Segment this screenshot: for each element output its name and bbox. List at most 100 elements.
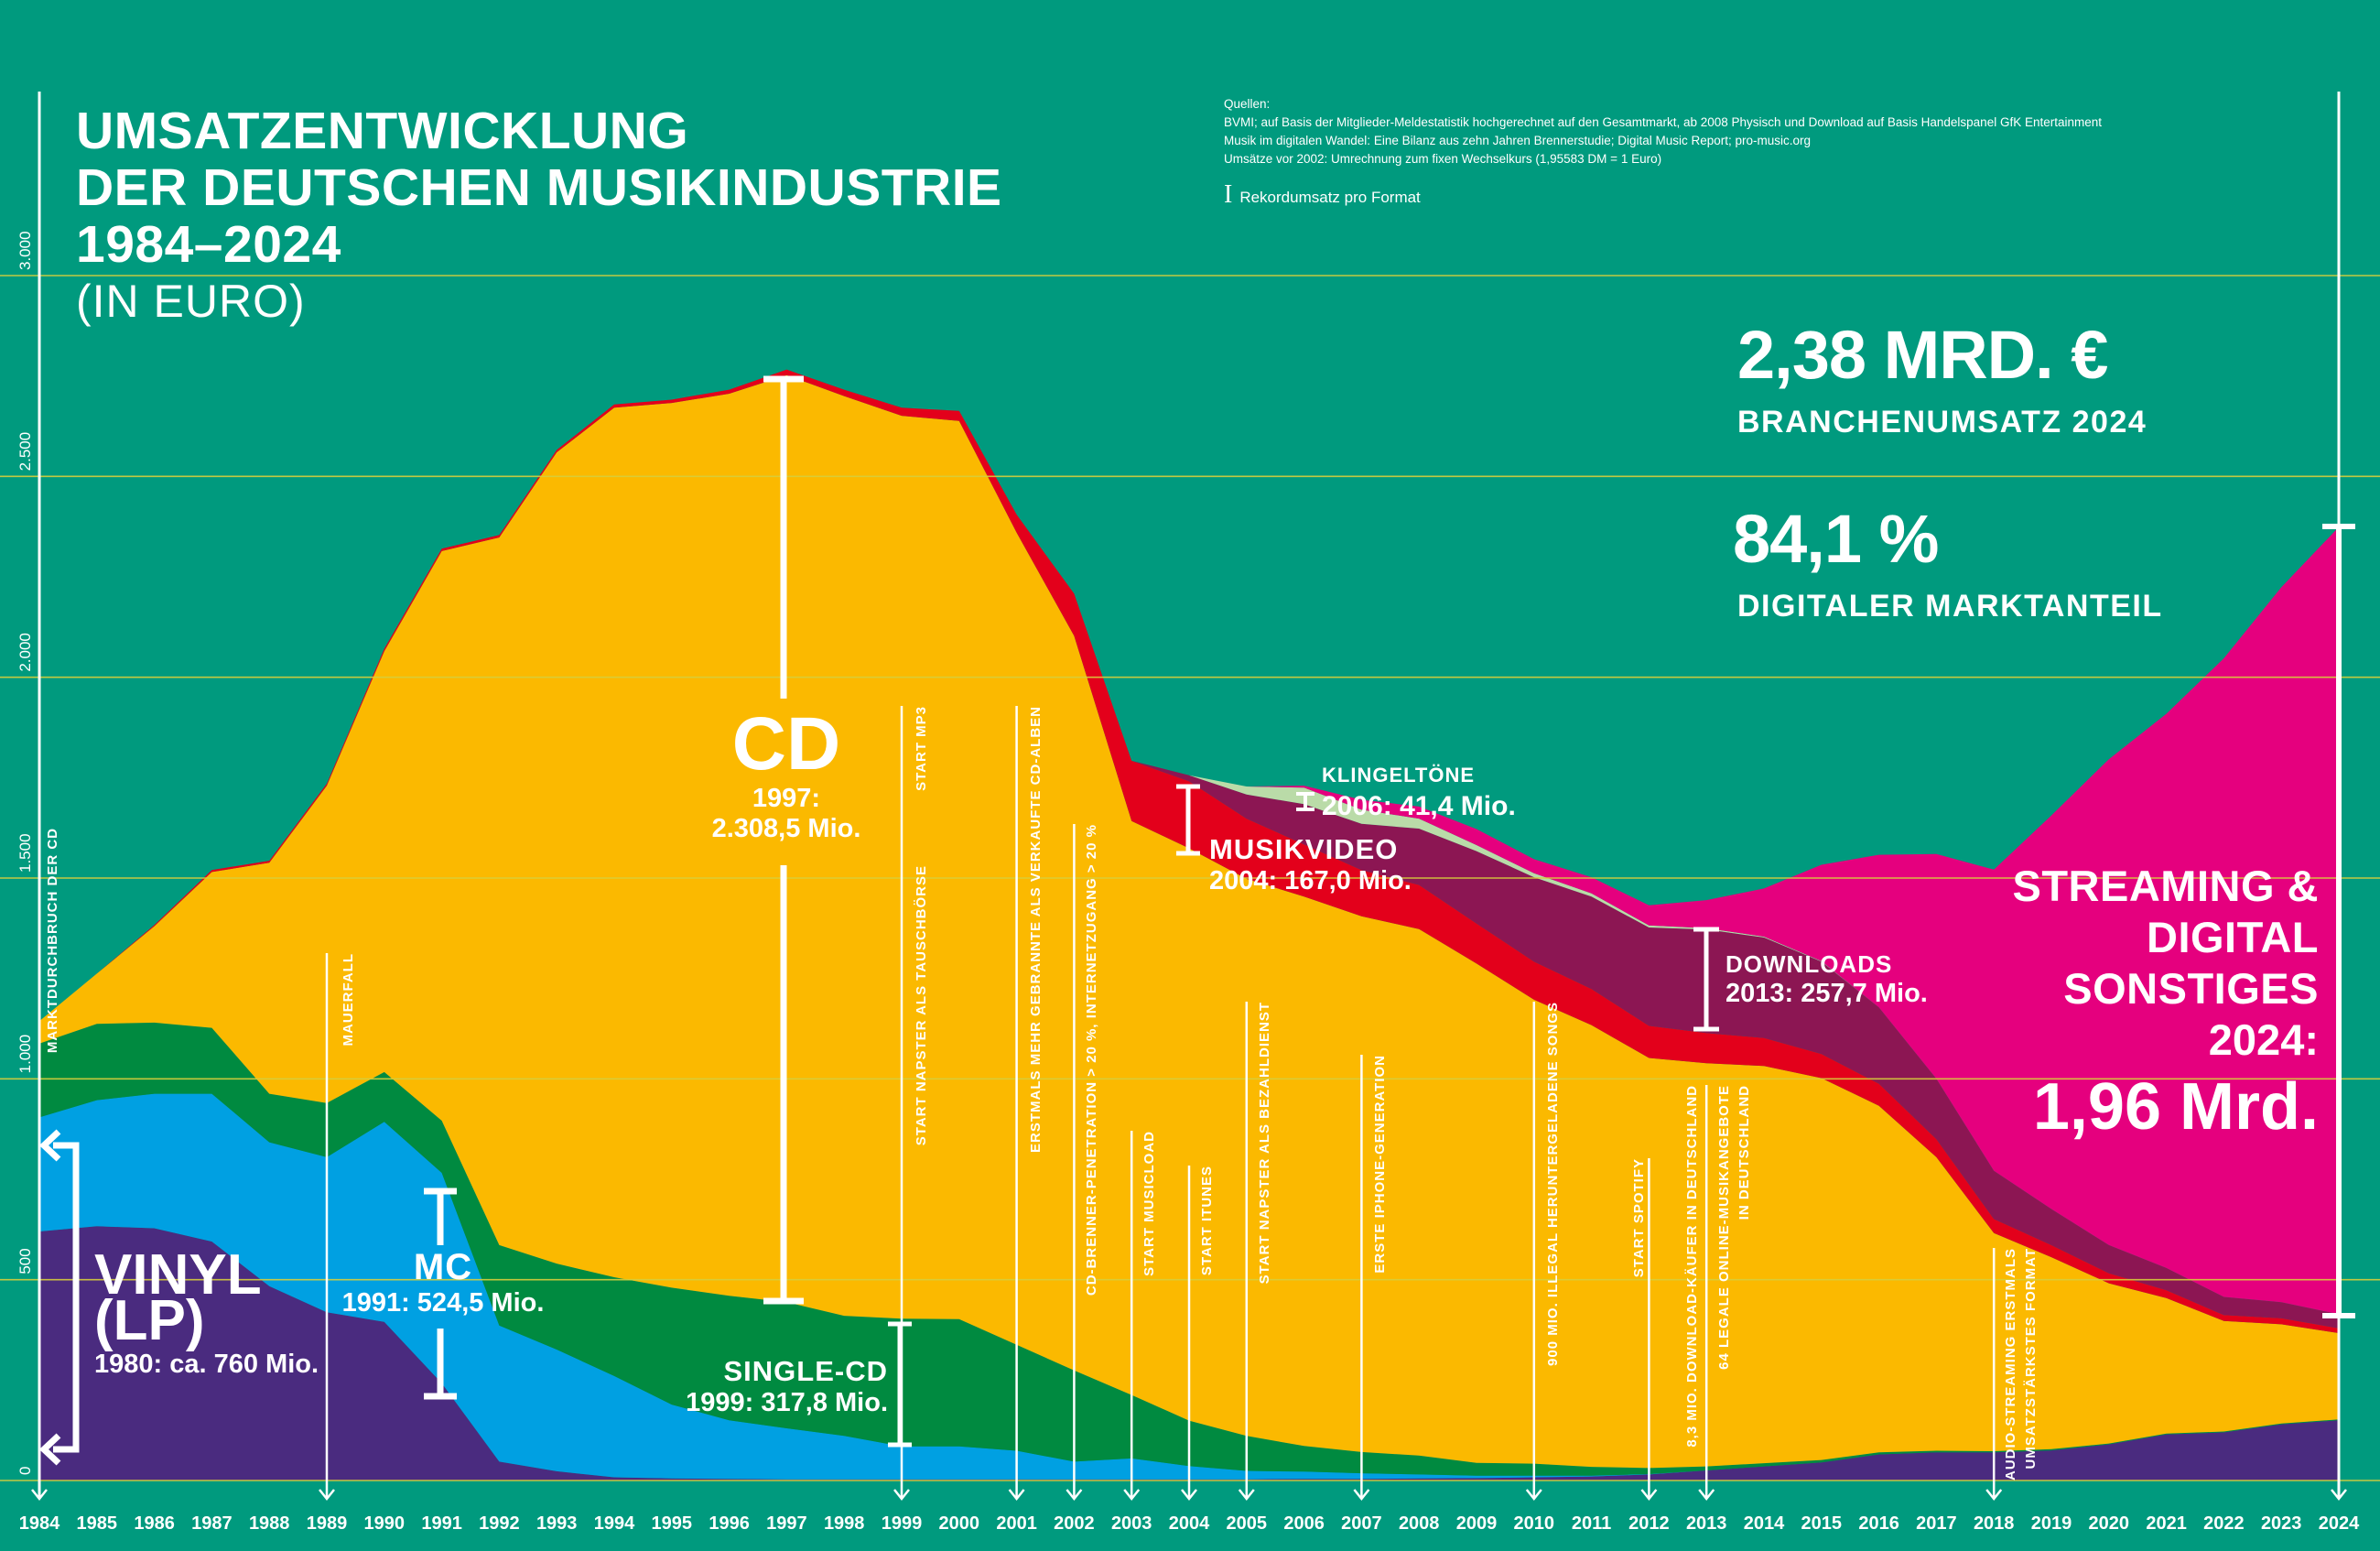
x-tick-label: 2015 (1801, 1513, 1843, 1534)
event-label: 8,3 MIO. DOWNLOAD-KÄUFER IN DEUTSCHLAND (1684, 1085, 1700, 1448)
y-tick-label: 1.500 (16, 833, 34, 873)
x-tick-label: 2016 (1858, 1513, 1899, 1534)
x-tick-label: 2021 (2146, 1513, 2187, 1534)
down-arrow-icon (1181, 1489, 1197, 1502)
down-arrow-icon (1066, 1489, 1083, 1502)
x-tick-label: 2002 (1054, 1513, 1095, 1534)
x-tick-label: 1993 (536, 1513, 578, 1534)
x-tick-label: 2010 (1514, 1513, 1555, 1534)
x-tick-label: 2024 (2319, 1513, 2360, 1534)
x-tick-label: 2003 (1111, 1513, 1152, 1534)
x-tick-label: 2017 (1916, 1513, 1957, 1534)
record-bars (38, 375, 2355, 1466)
left-arrow-icon (38, 1129, 61, 1162)
cd-label: CD 1997: 2.308,5 Mio. (712, 705, 861, 844)
x-tick-label: 2007 (1341, 1513, 1382, 1534)
y-tick-label: 1.000 (16, 1035, 34, 1074)
event-label: START ITUNES (1199, 1166, 1215, 1275)
y-tick-label: 2.000 (16, 633, 34, 672)
down-arrow-icon (1640, 1489, 1658, 1502)
x-tick-label: 2004 (1169, 1513, 1210, 1534)
single-label: SINGLE-CD 1999: 317,8 Mio. (686, 1355, 888, 1418)
event-label: MARKTDURCHBRUCH DER CD (45, 828, 60, 1053)
area-vinyl-lp- (39, 1226, 2339, 1480)
sources-line: BVMI; auf Basis der Mitglieder-Meldestat… (1224, 115, 2103, 129)
x-tick-label: 2018 (1974, 1513, 2015, 1534)
area-streaming-digital-sonstiges (39, 369, 2339, 1315)
streaming-value: 1,96 Mrd. (2032, 1070, 2319, 1144)
legend-label: Rekordumsatz pro Format (1239, 189, 1421, 206)
down-arrow-icon (893, 1489, 910, 1502)
x-tick-label: 1989 (307, 1513, 348, 1534)
x-tick-label: 1985 (77, 1513, 118, 1534)
event-label-line-2: UMSATZSTÄRKSTES FORMAT (2023, 1248, 2039, 1469)
digital-share-kpi-label: DIGITALER MARKTANTEIL (1737, 589, 2163, 624)
x-tick-label: 2008 (1399, 1513, 1440, 1534)
single-record: 1999: 317,8 Mio. (686, 1388, 888, 1417)
ringtones-label: KLINGELTÖNE 2006: 41,4 Mio. (1322, 764, 1516, 822)
event-label-line-2: IN DEUTSCHLAND (1736, 1085, 1752, 1220)
x-tick-label: 2013 (1686, 1513, 1727, 1534)
x-tick-label: 1999 (882, 1513, 923, 1534)
streaming-series-name: STREAMING & DIGITAL SONSTIGES (2012, 862, 2319, 1013)
x-tick-label: 2009 (1456, 1513, 1498, 1534)
cd-series-name: CD (731, 702, 841, 786)
x-tick-label: 2012 (1628, 1513, 1670, 1534)
title-line-3: 1984–2024 (76, 215, 341, 274)
revenue-kpi-label: BRANCHENUMSATZ 2024 (1737, 405, 2147, 439)
event-label: 64 LEGALE ONLINE-MUSIKANGEBOTE (1716, 1085, 1732, 1370)
cd-record-value: 2.308,5 Mio. (711, 814, 861, 843)
down-arrow-icon (1525, 1489, 1542, 1502)
x-tick-label: 2020 (2089, 1513, 2130, 1534)
x-tick-label: 2006 (1283, 1513, 1325, 1534)
x-tick-label: 2023 (2261, 1513, 2302, 1534)
event-label: START NAPSTER ALS TAUSCHBÖRSE (914, 865, 929, 1145)
area-mc (39, 1093, 2339, 1480)
event-label: START MUSICLOAD (1141, 1131, 1157, 1276)
legend: I Rekordumsatz pro Format (1224, 180, 1421, 209)
ringtones-record: 2006: 41,4 Mio. (1322, 791, 1516, 821)
event-label: AUDIO-STREAMING ERSTMALS (2003, 1248, 2018, 1480)
sources-line: Musik im digitalen Wandel: Eine Bilanz a… (1224, 134, 1812, 147)
mc-record: 1991: 524,5 Mio. (341, 1288, 545, 1318)
page-title: UMSATZENTWICKLUNG DER DEUTSCHEN MUSIKIND… (76, 103, 1002, 330)
x-tick-label: 1992 (479, 1513, 520, 1534)
title-line-2: DER DEUTSCHEN MUSIKINDUSTRIE (76, 158, 1002, 217)
x-tick-label: 1997 (766, 1513, 807, 1534)
mc-series-name: MC (413, 1247, 473, 1287)
x-tick-label: 1987 (191, 1513, 233, 1534)
downloads-record: 2013: 257,7 Mio. (1726, 979, 1928, 1008)
x-tick-label: 2022 (2203, 1513, 2245, 1534)
single-series-name: SINGLE-CD (723, 1355, 888, 1387)
y-tick-label: 500 (16, 1248, 34, 1274)
x-tick-label: 1991 (421, 1513, 462, 1534)
revenue-kpi-value: 2,38 MRD. € (1737, 317, 2108, 393)
y-tick-label: 2.500 (16, 432, 34, 472)
streaming-label: STREAMING & DIGITAL SONSTIGES 2024: 1,96… (1971, 861, 2320, 1148)
streaming-year: 2024: (2208, 1015, 2319, 1064)
x-tick-label: 1990 (364, 1513, 406, 1534)
event-markers: MARKTDURCHBRUCH DER CD MAUERFALL START MP3… (31, 706, 2347, 1502)
x-tick-label: 2000 (939, 1513, 980, 1534)
event-label: START SPOTIFY (1631, 1158, 1647, 1277)
down-arrow-icon (1238, 1489, 1255, 1502)
sources-line: Umsätze vor 2002: Umrechnung zum fixen W… (1224, 152, 1662, 166)
downloads-label: DOWNLOADS 2013: 257,7 Mio. (1726, 950, 1928, 1009)
record-bar-icon: I (1224, 180, 1233, 209)
x-tick-label: 1996 (709, 1513, 750, 1534)
vinyl-record: 1980: ca. 760 Mio. (94, 1350, 319, 1379)
vinyl-label: VINYL (LP) 1980: ca. 760 Mio. (94, 1243, 319, 1380)
video-record: 2004: 167,0 Mio. (1209, 866, 1412, 895)
x-tick-label: 2014 (1744, 1513, 1785, 1534)
down-arrow-icon (1353, 1489, 1370, 1502)
x-tick-label: 2001 (996, 1513, 1037, 1534)
event-label: ERSTE IPHONE-GENERATION (1372, 1055, 1388, 1274)
y-tick-label: 0 (16, 1467, 34, 1475)
event-label: CD-BRENNER-PENETRATION > 20 %, INTERNETZ… (1084, 824, 1099, 1296)
title-unit: (IN EURO) (76, 276, 306, 327)
event-label: 900 MIO. ILLEGAL HERUNTERGELADENE SONGS (1545, 1002, 1561, 1366)
left-arrow-icon (38, 1433, 61, 1466)
sources-heading: Quellen: (1224, 97, 1271, 111)
vinyl-series-name: VINYL (LP) (94, 1243, 261, 1352)
